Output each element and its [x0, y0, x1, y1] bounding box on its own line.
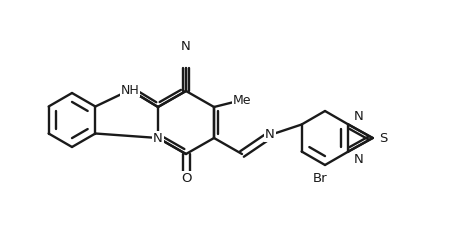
Text: Br: Br	[312, 173, 327, 185]
Text: S: S	[379, 131, 388, 144]
Text: Me: Me	[233, 93, 251, 106]
Text: N: N	[153, 131, 163, 144]
Text: O: O	[181, 172, 191, 185]
Text: NH: NH	[120, 84, 140, 97]
Text: N: N	[181, 41, 191, 54]
Text: N: N	[353, 110, 363, 123]
Text: N: N	[265, 128, 275, 142]
Text: N: N	[353, 153, 363, 166]
